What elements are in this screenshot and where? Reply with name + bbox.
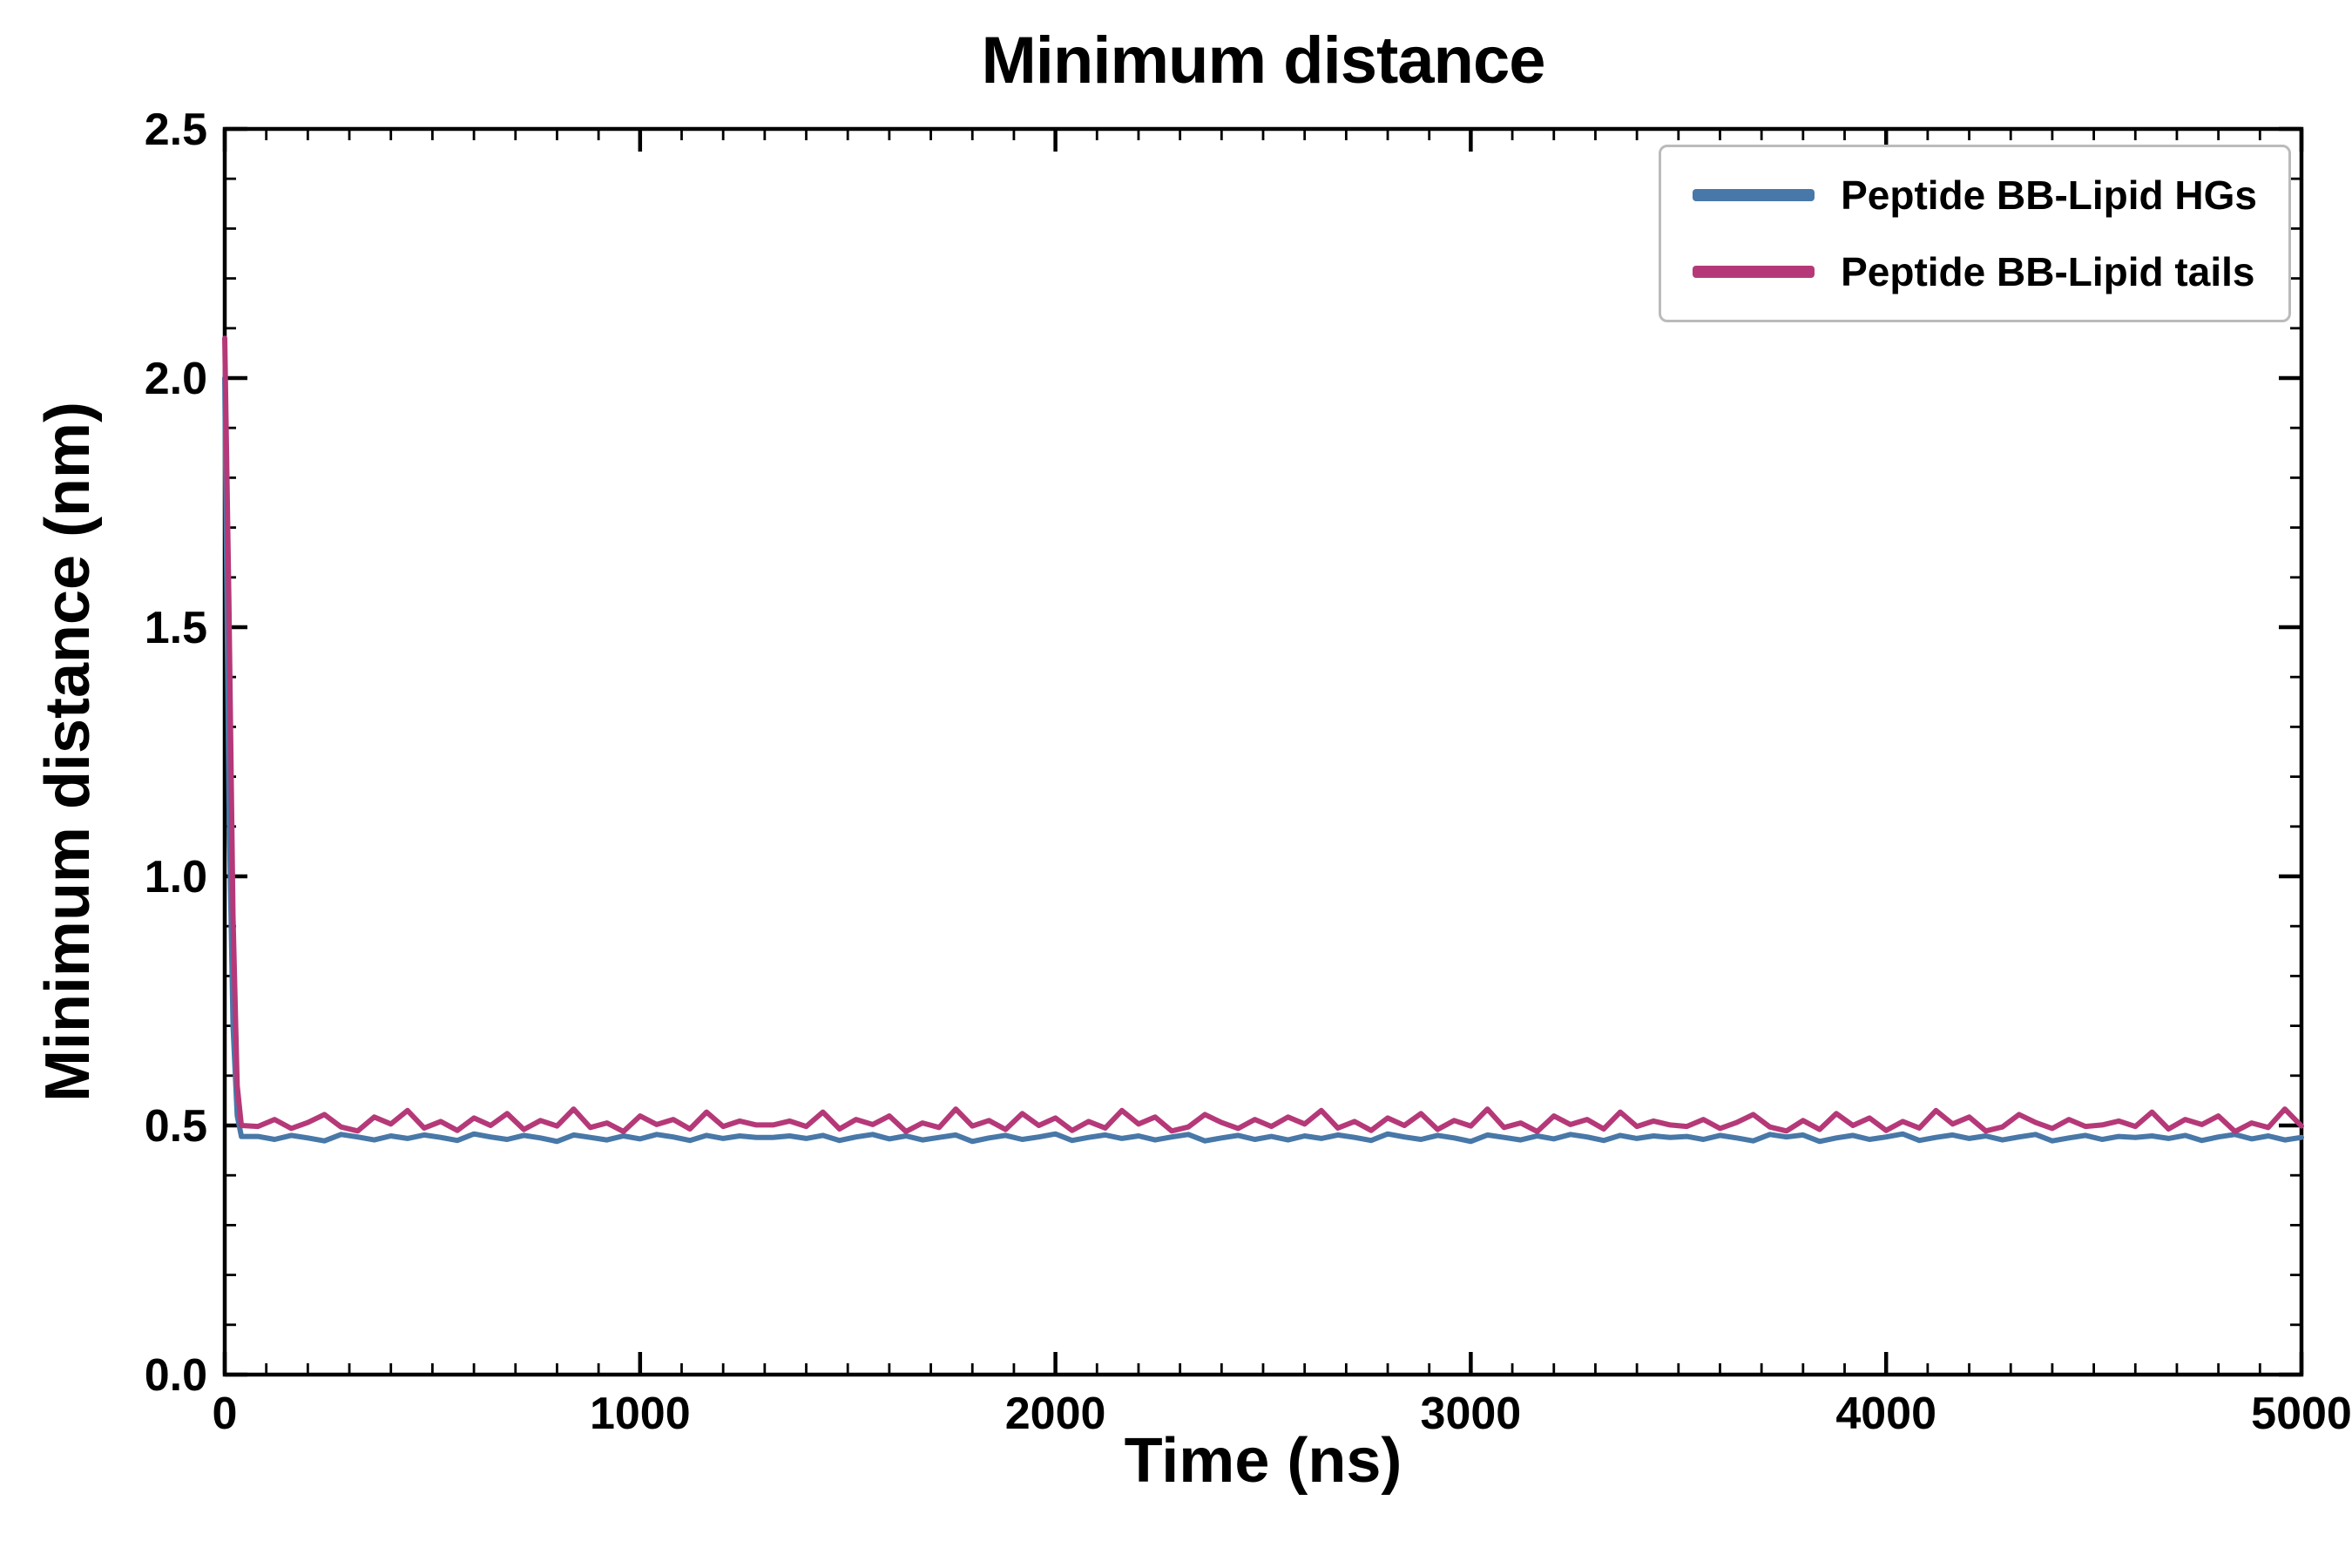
svg-text:0.5: 0.5 xyxy=(145,1101,207,1152)
svg-text:1000: 1000 xyxy=(590,1389,691,1439)
svg-text:2000: 2000 xyxy=(1005,1389,1106,1439)
svg-text:2.5: 2.5 xyxy=(145,105,207,155)
svg-text:0.0: 0.0 xyxy=(145,1350,207,1401)
series-line-0 xyxy=(222,375,2304,1145)
legend: Peptide BB-Lipid HGs Peptide BB-Lipid ta… xyxy=(1659,145,2291,322)
chart-title: Minimum distance xyxy=(981,24,1546,98)
series-line-1 xyxy=(222,335,2304,1134)
x-axis-label: Time (ns) xyxy=(1124,1426,1402,1496)
legend-label: Peptide BB-Lipid HGs xyxy=(1841,172,2257,218)
x-tick-labels: 0 1000 2000 3000 4000 5000 xyxy=(213,1389,2352,1439)
svg-text:1.0: 1.0 xyxy=(145,852,207,902)
legend-label: Peptide BB-Lipid tails xyxy=(1841,249,2255,294)
legend-item: Peptide BB-Lipid HGs xyxy=(1693,172,2257,219)
legend-line-sample-hgs xyxy=(1693,189,1815,201)
svg-text:5000: 5000 xyxy=(2251,1389,2352,1439)
svg-text:4000: 4000 xyxy=(1835,1389,1936,1439)
legend-line-sample-tails xyxy=(1693,266,1815,278)
legend-item: Peptide BB-Lipid tails xyxy=(1693,248,2257,295)
y-axis-label: Minimum distance (nm) xyxy=(33,401,103,1103)
svg-text:0: 0 xyxy=(213,1389,238,1439)
svg-text:1.5: 1.5 xyxy=(145,603,207,653)
svg-text:3000: 3000 xyxy=(1421,1389,1522,1439)
y-tick-labels: 0.0 0.5 1.0 1.5 2.0 2.5 xyxy=(145,105,207,1401)
svg-text:2.0: 2.0 xyxy=(145,354,207,404)
